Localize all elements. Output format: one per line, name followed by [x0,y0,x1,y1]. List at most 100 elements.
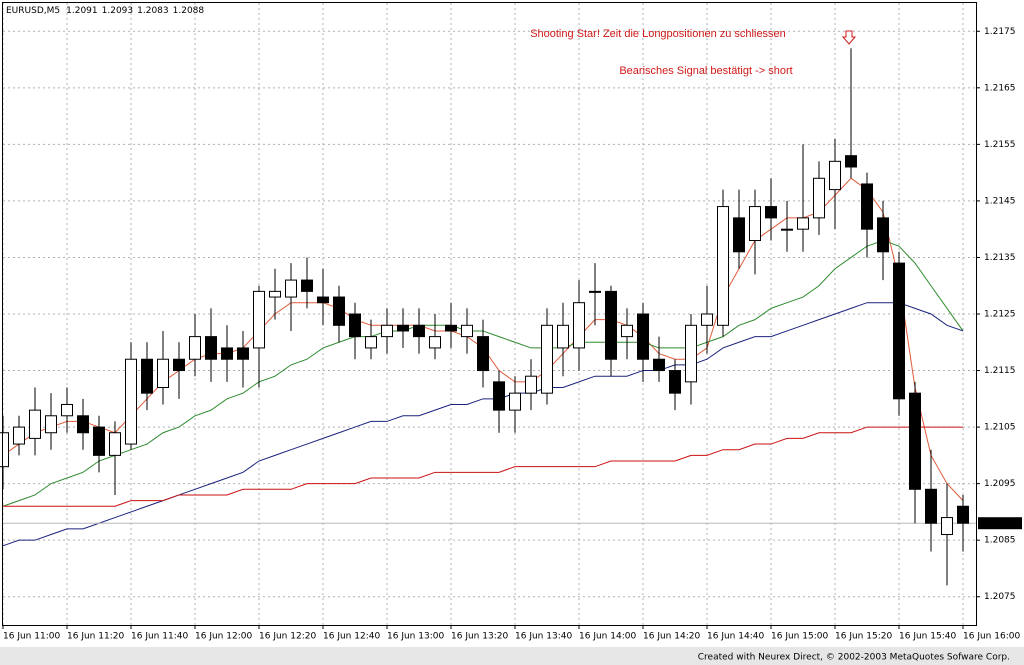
x-tick-label: 16 Jun 14:20 [643,632,700,642]
y-tick-label: 1.2125 [984,310,1016,320]
candle-body [61,403,73,417]
candle-body [573,302,585,349]
candle-body [77,415,89,434]
candle-body [0,432,9,468]
candle-body [253,290,265,349]
candle-body [509,392,521,411]
y-tick-label: 1.2135 [984,253,1016,263]
current-price-box [978,517,1022,530]
x-tick-label: 16 Jun 15:20 [835,632,892,642]
signal-arrow [841,30,857,45]
candle-body [701,313,713,326]
candle-body [765,206,777,219]
candle-body [381,324,393,338]
candle-body [557,324,569,349]
x-tick-label: 16 Jun 13:20 [451,632,508,642]
moving-average [3,426,963,507]
status-bar [0,647,1024,665]
x-tick-label: 16 Jun 15:00 [771,632,828,642]
candle-body [109,432,121,456]
plot [0,48,976,586]
y-tick-label: 1.2115 [984,366,1016,376]
candle-body [221,347,233,360]
candle-body [365,336,377,349]
candle-body [957,505,969,524]
candle-body [669,370,681,394]
y-tick-label: 1.2095 [984,479,1016,489]
y-tick-label: 1.2145 [984,196,1016,206]
candle-body [157,358,169,389]
candle-body [173,358,185,372]
candle-body [29,409,41,439]
x-tick-label: 16 Jun 11:40 [131,632,188,642]
header-high: 1.2093 [102,6,134,16]
candle-body [205,336,217,360]
candle-body [845,155,857,168]
candle-body [861,183,873,230]
candle-body [301,279,313,292]
annotation: Shooting Star! Zeit die Longpositionen z… [530,28,786,40]
symbol: EURUSD,M5 [6,6,60,16]
candle-body [749,206,761,241]
x-tick-label: 16 Jun 12:20 [259,632,316,642]
header-low: 1.2083 [137,6,169,16]
candle-body [45,415,57,434]
y-tick-label: 1.2165 [984,83,1016,93]
candle-body [397,324,409,332]
candle-body [189,336,201,360]
header-close: 1.2088 [173,6,205,16]
candle-body [445,324,457,332]
candle-body [717,206,729,326]
candle-body [621,324,633,338]
y-tick-label: 1.2175 [984,27,1016,37]
x-tick-label: 16 Jun 14:40 [707,632,764,642]
candle-body [813,177,825,219]
x-tick-label: 16 Jun 13:00 [387,632,444,642]
x-tick-label: 16 Jun 12:40 [323,632,380,642]
current-price-label: 1.2088 [984,519,1016,529]
candle-body [781,228,793,231]
candle-body [237,347,249,360]
annotation: Bearisches Signal bestätigt -> short [619,65,792,77]
candle-body [317,296,329,304]
candle-body [477,336,489,372]
candle-body [733,217,745,253]
x-tick-label: 16 Jun 16:00 [963,632,1020,642]
candle-body [493,381,505,411]
candle-body [589,290,601,293]
candle-body [909,392,921,490]
x-tick-label: 16 Jun 14:00 [579,632,636,642]
candle-body [829,160,841,191]
candle-body [461,324,473,338]
candle-body [525,375,537,394]
header-open: 1.2091 [66,6,98,16]
y-tick-label: 1.2105 [984,423,1016,433]
x-tick-label: 16 Jun 15:40 [899,632,956,642]
candle-body [349,313,361,338]
candle-body [637,313,649,360]
candle-body [893,262,905,400]
candle-body [877,217,889,253]
x-tick-label: 16 Jun 11:20 [67,632,124,642]
candle-body [125,358,137,445]
candle-body [797,217,809,230]
candle-body [605,290,617,360]
candle-body [13,426,25,445]
footer: Created with Neurex Direct, © 2002-2003 … [698,653,1010,663]
candle-body [925,488,937,524]
candle-body [429,336,441,349]
y-tick-label: 1.2085 [984,536,1016,546]
candle-body [269,290,281,298]
header: EURUSD,M5 1.2091 1.2093 1.2083 1.2088 [6,6,204,16]
y-tick-label: 1.2075 [984,592,1016,602]
candle-body [93,426,105,456]
x-tick-label: 16 Jun 11:00 [3,632,60,642]
candle-body [541,324,553,394]
candle-body [285,279,297,298]
y-tick-label: 1.2155 [984,140,1016,150]
x-tick-label: 16 Jun 12:00 [195,632,252,642]
x-tick-label: 16 Jun 13:40 [515,632,572,642]
